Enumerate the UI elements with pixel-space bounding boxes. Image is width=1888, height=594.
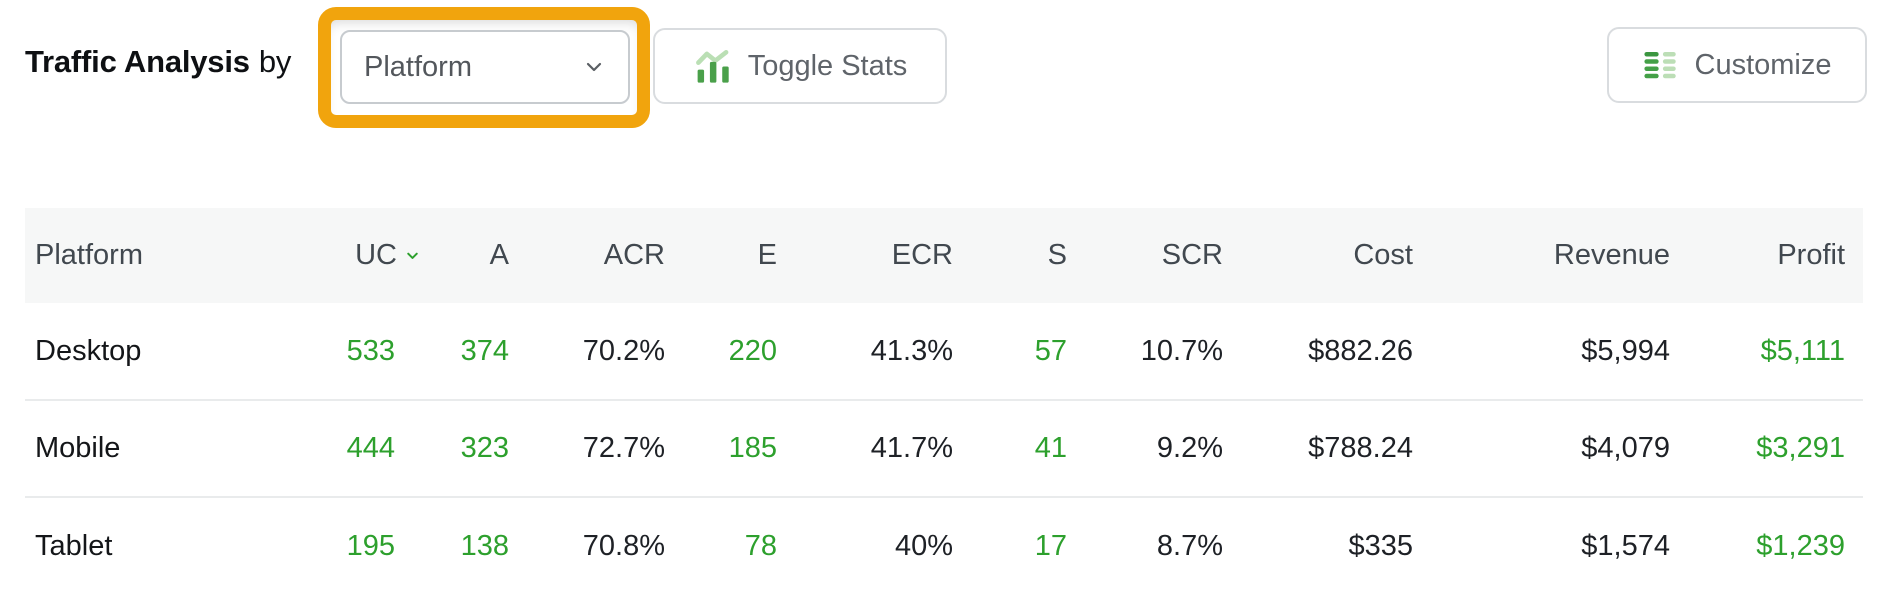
- cell-e: 78: [665, 496, 777, 594]
- cell-ecr: 41.3%: [870, 334, 953, 367]
- cell-acr: 70.2%: [582, 334, 665, 367]
- cell-s: 41: [953, 399, 1067, 497]
- cell-scr: 10.7%: [1140, 334, 1223, 367]
- cell-platform: Tablet: [25, 496, 275, 594]
- table-row-mobile: Mobile 444 323 72.7% 185 41.7% 41 9.2% $…: [25, 399, 1863, 497]
- cell-ecr: 40%: [777, 496, 953, 594]
- customize-label: Customize: [1694, 48, 1832, 81]
- group-by-value: Platform: [364, 50, 472, 83]
- cell-a: 323: [395, 399, 509, 497]
- cell-profit: $3,291: [1670, 399, 1863, 497]
- cell-revenue: $1,574: [1413, 496, 1670, 594]
- cell-platform: Mobile: [25, 399, 275, 497]
- column-header-uc-label: UC: [355, 239, 397, 271]
- column-header-e[interactable]: E: [665, 208, 777, 303]
- cell-platform: Desktop: [35, 334, 142, 367]
- cell-e: 185: [665, 399, 777, 497]
- bar-chart-icon: [693, 48, 733, 85]
- cell-profit: $5,111: [1760, 334, 1845, 367]
- cell-revenue: $4,079: [1413, 399, 1670, 497]
- toggle-stats-button[interactable]: Toggle Stats: [653, 28, 947, 104]
- table-row-tablet: Tablet 195 138 70.8% 78 40% 17 8.7% $335…: [25, 496, 1863, 594]
- toggle-stats-label: Toggle Stats: [747, 49, 908, 82]
- cell-acr: 72.7%: [509, 399, 665, 497]
- column-header-ecr[interactable]: ECR: [777, 208, 953, 303]
- column-header-cost[interactable]: Cost: [1223, 208, 1413, 303]
- cell-revenue: $5,994: [1581, 334, 1670, 367]
- column-header-revenue[interactable]: Revenue: [1413, 208, 1670, 303]
- cell-profit: $1,239: [1670, 496, 1863, 594]
- column-header-platform[interactable]: Platform: [25, 208, 275, 303]
- column-header-acr[interactable]: ACR: [509, 208, 665, 303]
- cell-cost: $335: [1223, 496, 1413, 594]
- cell-a: 138: [395, 496, 509, 594]
- columns-list-icon: [1643, 51, 1680, 80]
- cell-uc: 533: [346, 334, 395, 367]
- page-title-text: Traffic Analysis: [25, 44, 250, 79]
- column-header-profit[interactable]: Profit: [1670, 208, 1863, 303]
- sort-desc-chevron-down-icon: [404, 247, 421, 264]
- cell-acr: 70.8%: [509, 496, 665, 594]
- cell-e: 220: [728, 334, 777, 367]
- column-header-s[interactable]: S: [953, 208, 1067, 303]
- cell-uc: 444: [275, 399, 395, 497]
- page-title-suffix: by: [258, 44, 292, 79]
- table-row-desktop: Desktop 533 374 70.2% 220 41.3% 57 10.7%…: [25, 303, 1863, 400]
- group-by-dropdown[interactable]: Platform: [340, 30, 630, 104]
- cell-s: 17: [953, 496, 1067, 594]
- column-header-uc[interactable]: UC: [275, 208, 418, 303]
- cell-cost: $788.24: [1223, 399, 1413, 497]
- page-title: Traffic Analysis by: [25, 44, 291, 80]
- cell-a: 374: [460, 334, 509, 367]
- cell-ecr: 41.7%: [777, 399, 953, 497]
- chevron-down-icon: [582, 55, 606, 79]
- customize-button[interactable]: Customize: [1607, 27, 1867, 103]
- cell-uc: 195: [275, 496, 395, 594]
- column-header-scr[interactable]: SCR: [1067, 208, 1223, 303]
- traffic-table: Platform UC A ACR E ECR S SCR Cost Reven…: [25, 208, 1863, 594]
- cell-s: 57: [1034, 334, 1067, 367]
- table-header-row: Platform UC A ACR E ECR S SCR Cost Reven…: [25, 208, 1863, 303]
- column-header-a[interactable]: A: [395, 208, 509, 303]
- cell-cost: $882.26: [1308, 334, 1413, 367]
- cell-scr: 8.7%: [1067, 496, 1223, 594]
- cell-scr: 9.2%: [1067, 399, 1223, 497]
